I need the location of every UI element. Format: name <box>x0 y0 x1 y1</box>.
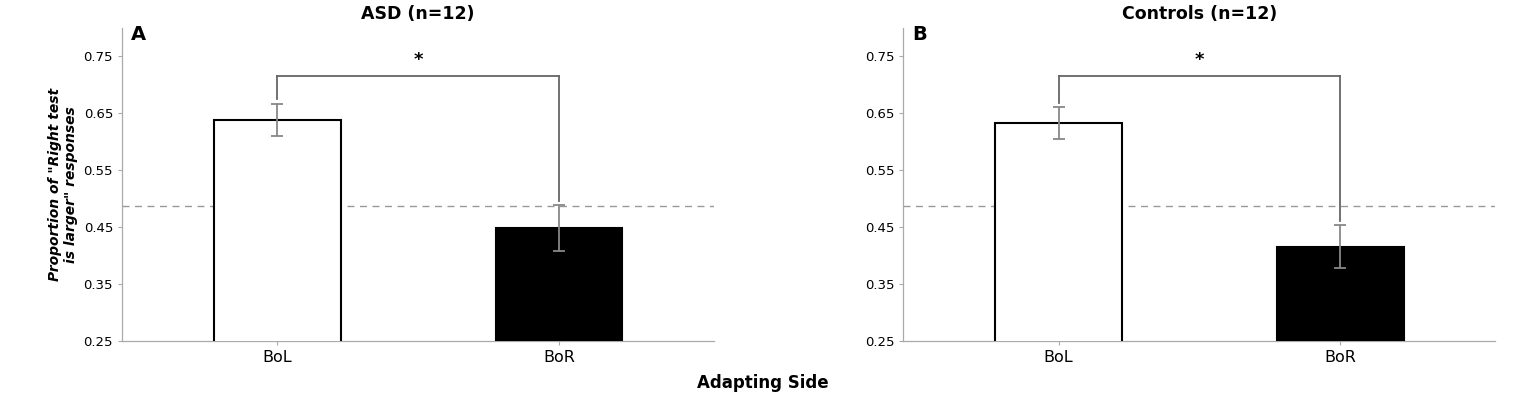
Bar <box>1277 247 1404 396</box>
Bar <box>496 228 623 396</box>
Text: B: B <box>913 25 926 44</box>
Title: ASD (n=12): ASD (n=12) <box>362 6 475 23</box>
Y-axis label: Proportion of "Right test
is larger" responses: Proportion of "Right test is larger" res… <box>47 88 78 281</box>
Title: Controls (n=12): Controls (n=12) <box>1122 6 1277 23</box>
Bar <box>995 123 1122 396</box>
Text: *: * <box>414 51 423 69</box>
Text: Adapting Side: Adapting Side <box>697 374 829 392</box>
Bar <box>214 120 340 396</box>
Text: *: * <box>1195 51 1204 69</box>
Text: A: A <box>131 25 145 44</box>
